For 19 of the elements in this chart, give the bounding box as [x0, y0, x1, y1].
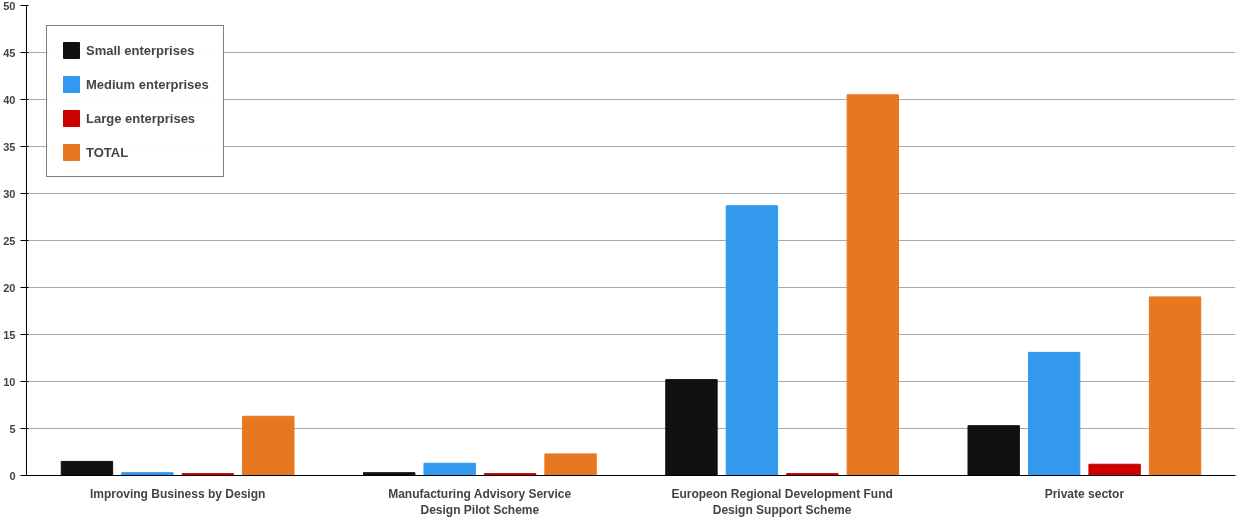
y-tick-label: 10: [3, 375, 16, 388]
y-tick-label: 50: [3, 0, 16, 12]
y-tick-label: 25: [3, 234, 16, 247]
y-tick-label: 45: [3, 46, 16, 59]
legend-label: Large enterprises: [86, 110, 196, 126]
y-tick-label: 20: [3, 281, 16, 294]
x-tick-label: Europeon Regional Development Fund Design Support Scheme: [671, 486, 893, 518]
y-tick-label: 0: [9, 469, 16, 482]
x-tick-label: Private sector: [1044, 486, 1125, 501]
y-tick-label: 40: [3, 93, 16, 106]
x-tick-label: Improving Business by Design: [89, 486, 266, 501]
y-tick-label: 15: [3, 328, 16, 341]
legend-label: Small enterprises: [86, 42, 195, 58]
x-tick-label: Manufacturing Advisory Service Design Pilot Scheme: [388, 486, 572, 518]
y-tick-label: 5: [9, 422, 16, 435]
y-tick-label: 30: [3, 187, 16, 200]
legend-label: TOTAL: [86, 144, 129, 160]
y-tick-label: 35: [3, 140, 16, 153]
legend-label: Medium enterprises: [86, 76, 209, 92]
